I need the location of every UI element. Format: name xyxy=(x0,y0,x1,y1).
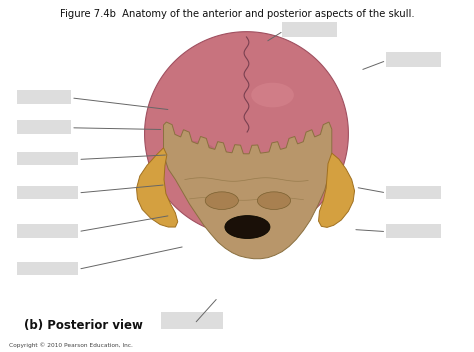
FancyBboxPatch shape xyxy=(17,90,71,104)
FancyBboxPatch shape xyxy=(17,262,78,275)
Text: Copyright © 2010 Pearson Education, Inc.: Copyright © 2010 Pearson Education, Inc. xyxy=(9,342,133,348)
FancyBboxPatch shape xyxy=(17,120,71,134)
Ellipse shape xyxy=(225,215,270,239)
FancyBboxPatch shape xyxy=(17,224,78,238)
FancyBboxPatch shape xyxy=(17,152,78,165)
Text: (b) Posterior view: (b) Posterior view xyxy=(24,319,143,332)
FancyBboxPatch shape xyxy=(282,22,337,37)
Ellipse shape xyxy=(257,192,291,209)
Polygon shape xyxy=(137,148,178,227)
Ellipse shape xyxy=(205,192,238,209)
FancyBboxPatch shape xyxy=(386,224,441,238)
Ellipse shape xyxy=(251,83,294,107)
Polygon shape xyxy=(319,153,355,227)
FancyBboxPatch shape xyxy=(386,186,441,199)
Text: Figure 7.4b  Anatomy of the anterior and posterior aspects of the skull.: Figure 7.4b Anatomy of the anterior and … xyxy=(60,9,414,19)
Ellipse shape xyxy=(161,141,218,169)
Polygon shape xyxy=(164,122,332,259)
FancyBboxPatch shape xyxy=(161,312,223,329)
Polygon shape xyxy=(145,32,348,236)
FancyBboxPatch shape xyxy=(386,52,441,67)
FancyBboxPatch shape xyxy=(17,186,78,199)
